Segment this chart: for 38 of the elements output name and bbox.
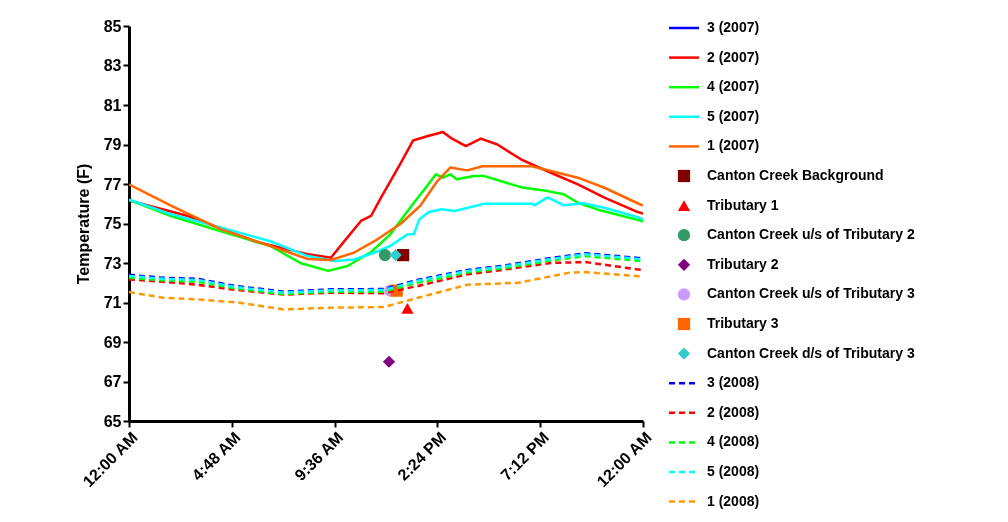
legend-label: Tributary 1 — [707, 196, 779, 213]
legend-label: Canton Creek u/s of Tributary 3 — [707, 285, 915, 302]
y-tick-label: 81 — [103, 96, 122, 114]
y-tick-label: 85 — [103, 17, 122, 35]
legend-label: 2 (2008) — [707, 403, 760, 420]
y-tick-label: 73 — [103, 254, 122, 272]
line-series — [129, 196, 643, 263]
legend-label: 5 (2008) — [707, 463, 760, 479]
y-axis-title: Temperature (F) — [74, 163, 92, 285]
legend-label: 5 (2007) — [707, 107, 760, 124]
legend-label: 2 (2007) — [707, 48, 760, 65]
legend-label: 1 (2007) — [707, 137, 760, 154]
legend-label: 3 (2008) — [707, 374, 760, 391]
y-tick-label: 71 — [103, 294, 122, 311]
legend-label: 1 (2008) — [707, 492, 760, 509]
y-tick-label: 77 — [103, 175, 122, 193]
legend-label: Canton Creek Background — [707, 167, 884, 183]
point — [401, 303, 414, 314]
y-tick-label: 83 — [103, 57, 122, 74]
line-series — [129, 164, 643, 262]
y-tick-label: 79 — [103, 136, 122, 153]
legend-label: Canton Creek u/s of Tributary 2 — [707, 226, 915, 243]
line-series — [129, 270, 643, 311]
y-tick-label: 75 — [103, 215, 122, 232]
legend-label: 3 (2007) — [707, 19, 760, 35]
y-tick-label: 67 — [103, 373, 122, 390]
legend-label: Tributary 3 — [707, 315, 779, 331]
x-tick-label: 4:48 AM — [188, 428, 244, 484]
legend-label: 4 (2008) — [707, 433, 760, 450]
x-tick-label: 9:36 AM — [291, 428, 347, 484]
legend-label: Canton Creek d/s of Tributary 3 — [707, 344, 915, 361]
point — [389, 248, 402, 262]
point — [378, 248, 392, 262]
legend-label: Tributary 2 — [707, 255, 779, 272]
y-tick-label: 65 — [103, 412, 122, 430]
legend-label: 4 (2007) — [707, 78, 760, 95]
point — [382, 355, 396, 368]
y-tick-label: 69 — [103, 333, 122, 351]
